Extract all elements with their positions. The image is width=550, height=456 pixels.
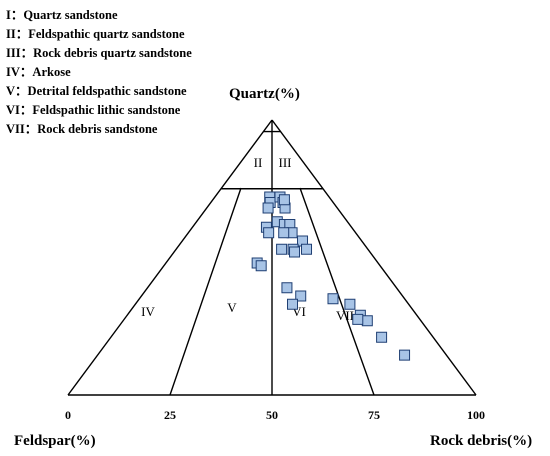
- legend-name: Rock debris quartz sandstone: [33, 46, 192, 60]
- data-point: [281, 282, 293, 294]
- apex-label-quartz: Quartz(%): [229, 86, 300, 102]
- data-point: [255, 260, 267, 272]
- data-point: [278, 227, 290, 239]
- legend-numeral: V: [6, 84, 16, 98]
- legend-name: Feldspathic lithic sandstone: [32, 103, 181, 117]
- data-point: [361, 315, 373, 327]
- region-label-iii: III: [279, 155, 292, 170]
- data-point: [376, 331, 388, 343]
- data-point: [278, 194, 290, 206]
- legend-numeral: I: [6, 8, 11, 22]
- data-point: [295, 290, 307, 302]
- left-edge: [67, 119, 273, 396]
- data-point: [352, 313, 364, 325]
- data-point: [287, 298, 299, 310]
- divider-75: [299, 187, 375, 396]
- legend-item: V：Detrital feldspathic sandstone: [6, 82, 192, 101]
- region-label-vii: VII: [336, 308, 354, 323]
- legend-name: Feldspathic quartz sandstone: [28, 27, 185, 41]
- classification-legend: I：Quartz sandstone II：Feldspathic quartz …: [6, 6, 192, 139]
- region-label-iv: IV: [141, 304, 155, 319]
- legend-item: IV：Arkose: [6, 63, 192, 82]
- legend-separator: ：: [20, 46, 34, 60]
- data-point: [399, 349, 411, 361]
- data-point: [276, 243, 288, 255]
- data-point: [301, 243, 313, 255]
- base-tick-label: 75: [368, 408, 380, 422]
- legend-separator: ：: [24, 122, 38, 136]
- triangle-frame: [67, 119, 477, 396]
- region-label-ii: II: [254, 155, 263, 170]
- legend-numeral: III: [6, 46, 21, 60]
- right-edge: [271, 119, 477, 396]
- legend-item: VII：Rock debris sandstone: [6, 120, 192, 139]
- sample-points: [251, 191, 411, 361]
- legend-name: Arkose: [32, 65, 71, 79]
- base-tick-label: 100: [467, 408, 485, 422]
- legend-item: I：Quartz sandstone: [6, 6, 192, 25]
- legend-separator: ：: [19, 103, 33, 117]
- data-point: [289, 246, 301, 258]
- legend-item: III：Rock debris quartz sandstone: [6, 44, 192, 63]
- legend-name: Rock debris sandstone: [37, 122, 158, 136]
- data-point: [344, 298, 356, 310]
- base-tick-label: 25: [164, 408, 176, 422]
- legend-separator: ：: [10, 8, 24, 22]
- base-tick-label: 50: [266, 408, 278, 422]
- legend-numeral: VI: [6, 103, 20, 117]
- legend-name: Quartz sandstone: [23, 8, 118, 22]
- data-point: [327, 293, 339, 305]
- legend-name: Detrital feldspathic sandstone: [27, 84, 187, 98]
- legend-separator: ：: [15, 27, 29, 41]
- region-label-v: V: [227, 300, 237, 315]
- legend-separator: ：: [15, 84, 28, 98]
- data-point: [262, 202, 274, 214]
- data-point: [263, 227, 275, 239]
- legend-item: II：Feldspathic quartz sandstone: [6, 25, 192, 44]
- base-tick-label: 0: [65, 408, 71, 422]
- legend-numeral: VII: [6, 122, 25, 136]
- divider-25: [169, 187, 242, 396]
- legend-item: VI：Feldspathic lithic sandstone: [6, 101, 192, 120]
- legend-numeral: II: [6, 27, 16, 41]
- right-label-rock-debris: Rock debris(%): [430, 433, 532, 449]
- legend-separator: ：: [19, 65, 33, 79]
- legend-numeral: IV: [6, 65, 20, 79]
- left-label-feldspar: Feldspar(%): [14, 433, 96, 449]
- base-tick-labels: 0 25 50 75 100: [65, 408, 485, 422]
